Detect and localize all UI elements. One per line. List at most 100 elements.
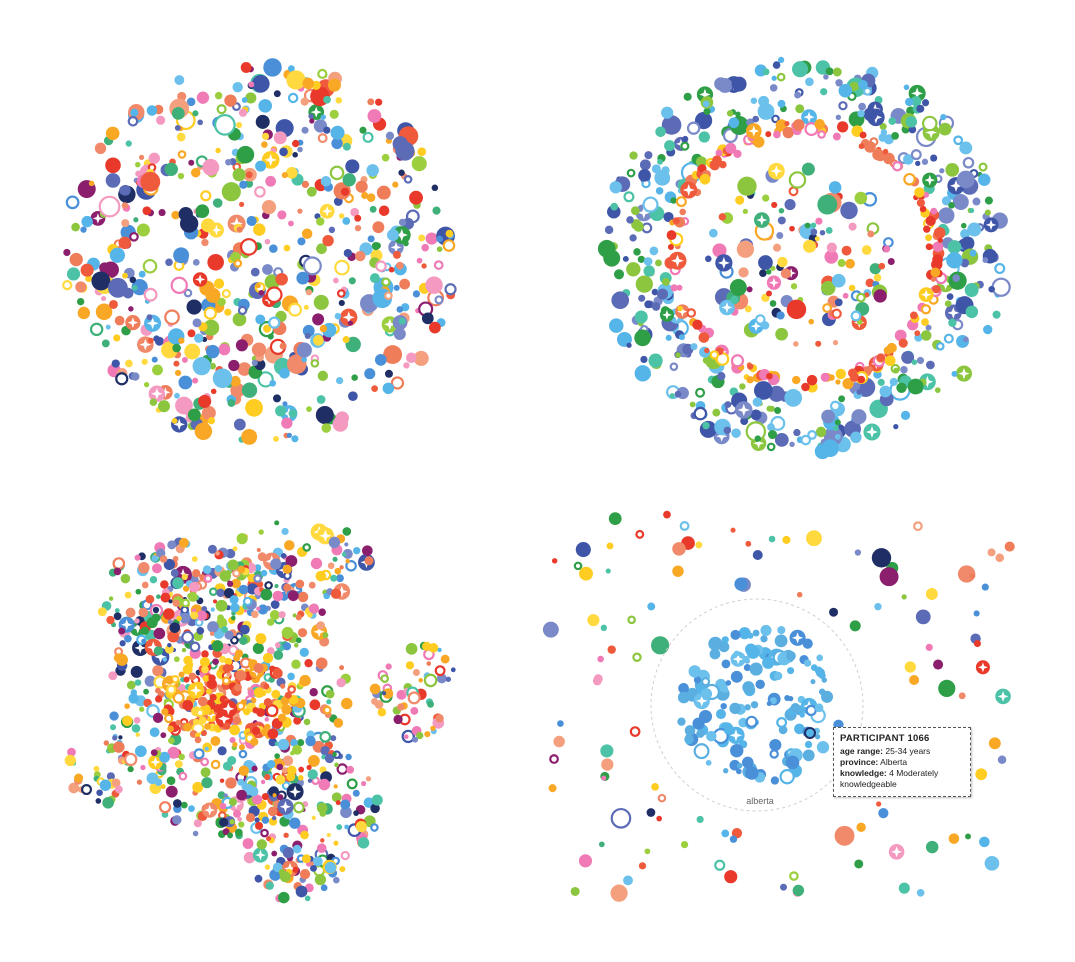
participant-bubble[interactable]	[217, 791, 226, 799]
participant-bubble[interactable]	[108, 277, 128, 298]
participant-bubble[interactable]	[848, 284, 856, 292]
participant-bubble[interactable]	[398, 169, 405, 176]
participant-bubble[interactable]	[432, 206, 441, 215]
participant-bubble[interactable]	[814, 666, 823, 675]
participant-bubble[interactable]	[665, 334, 672, 341]
participant-bubble[interactable]	[911, 359, 918, 365]
participant-bubble[interactable]	[920, 304, 932, 315]
participant-bubble[interactable]	[721, 636, 729, 644]
participant-bubble[interactable]	[299, 674, 311, 687]
participant-bubble[interactable]	[125, 359, 133, 368]
participant-bubble[interactable]	[326, 832, 331, 838]
participant-bubble[interactable]	[265, 835, 272, 842]
participant-bubble[interactable]	[385, 663, 392, 670]
participant-bubble[interactable]	[695, 156, 707, 168]
participant-bubble[interactable]	[856, 389, 863, 395]
participant-bubble[interactable]	[267, 728, 279, 740]
participant-bubble[interactable]	[345, 560, 357, 572]
participant-bubble[interactable]	[769, 749, 779, 759]
participant-bubble[interactable]	[766, 701, 772, 707]
participant-bubble[interactable]	[164, 644, 174, 654]
participant-bubble[interactable]	[224, 94, 237, 107]
participant-bubble[interactable]	[308, 113, 314, 119]
participant-bubble[interactable]	[932, 254, 943, 265]
participant-bubble[interactable]	[148, 337, 154, 344]
participant-bubble[interactable]	[234, 828, 243, 837]
participant-bubble[interactable]	[238, 821, 245, 828]
participant-bubble[interactable]	[780, 883, 787, 891]
participant-bubble[interactable]	[67, 747, 76, 757]
participant-bubble[interactable]	[309, 118, 315, 124]
participant-bubble[interactable]	[898, 882, 910, 894]
participant-bubble[interactable]	[874, 602, 882, 611]
participant-bubble[interactable]	[261, 132, 270, 140]
participant-bubble[interactable]	[297, 208, 303, 214]
participant-bubble[interactable]	[232, 168, 246, 182]
participant-bubble[interactable]	[127, 116, 139, 127]
participant-bubble[interactable]	[233, 418, 246, 431]
participant-bubble[interactable]	[192, 110, 199, 117]
participant-bubble[interactable]	[310, 557, 323, 570]
participant-bubble[interactable]	[416, 731, 424, 740]
participant-bubble[interactable]	[266, 760, 276, 769]
participant-bubble[interactable]	[399, 278, 411, 290]
participant-bubble[interactable]	[281, 171, 288, 179]
participant-bubble[interactable]	[315, 657, 328, 670]
participant-bubble[interactable]	[160, 580, 169, 589]
participant-bubble[interactable]	[359, 126, 367, 134]
participant-bubble[interactable]	[749, 662, 763, 676]
participant-bubble[interactable]	[730, 670, 743, 683]
participant-bubble[interactable]	[280, 553, 287, 559]
participant-bubble[interactable]	[930, 154, 938, 162]
participant-bubble[interactable]	[277, 794, 284, 800]
participant-bubble[interactable]	[164, 162, 178, 176]
participant-bubble[interactable]	[214, 91, 223, 100]
participant-bubble[interactable]	[802, 749, 815, 762]
participant-bubble[interactable]	[413, 350, 429, 366]
participant-bubble[interactable]	[856, 292, 866, 303]
participant-bubble[interactable]	[634, 310, 648, 324]
participant-bubble[interactable]	[299, 868, 311, 880]
participant-bubble[interactable]	[362, 545, 373, 556]
participant-bubble[interactable]	[317, 68, 328, 79]
participant-bubble[interactable]	[922, 99, 930, 107]
participant-bubble[interactable]	[271, 850, 278, 857]
participant-bubble[interactable]	[240, 62, 252, 73]
participant-bubble[interactable]	[780, 268, 792, 279]
participant-bubble[interactable]	[286, 432, 292, 438]
participant-bubble[interactable]	[638, 294, 646, 302]
participant-bubble[interactable]	[118, 735, 123, 740]
participant-bubble[interactable]	[762, 68, 770, 76]
participant-bubble[interactable]	[236, 701, 246, 711]
participant-bubble[interactable]	[313, 294, 329, 310]
participant-bubble[interactable]	[682, 135, 689, 143]
participant-bubble[interactable]	[385, 131, 395, 140]
participant-bubble[interactable]	[742, 208, 748, 214]
participant-bubble[interactable]	[837, 259, 846, 267]
participant-bubble[interactable]	[273, 650, 284, 660]
participant-bubble[interactable]	[786, 299, 807, 320]
participant-bubble[interactable]	[398, 218, 407, 227]
participant-bubble[interactable]	[260, 779, 266, 785]
participant-bubble[interactable]	[292, 613, 297, 618]
participant-bubble[interactable]	[661, 106, 674, 119]
participant-bubble[interactable]	[134, 679, 142, 686]
participant-bubble[interactable]	[367, 98, 375, 106]
participant-bubble[interactable]	[952, 193, 969, 210]
participant-bubble[interactable]	[204, 746, 209, 751]
participant-bubble[interactable]	[224, 308, 232, 316]
participant-bubble[interactable]	[754, 314, 766, 325]
participant-bubble[interactable]	[171, 210, 180, 220]
participant-bubble[interactable]	[908, 125, 917, 134]
participant-bubble[interactable]	[952, 274, 960, 282]
participant-bubble[interactable]	[105, 173, 121, 188]
participant-bubble[interactable]	[817, 130, 826, 139]
participant-bubble[interactable]	[323, 95, 331, 104]
participant-bubble[interactable]	[204, 723, 211, 730]
participant-bubble[interactable]	[181, 630, 195, 644]
participant-bubble[interactable]	[841, 245, 852, 256]
participant-bubble[interactable]	[1004, 541, 1015, 552]
participant-bubble[interactable]	[610, 884, 628, 902]
participant-bubble[interactable]	[721, 829, 730, 838]
participant-bubble[interactable]	[138, 607, 149, 618]
